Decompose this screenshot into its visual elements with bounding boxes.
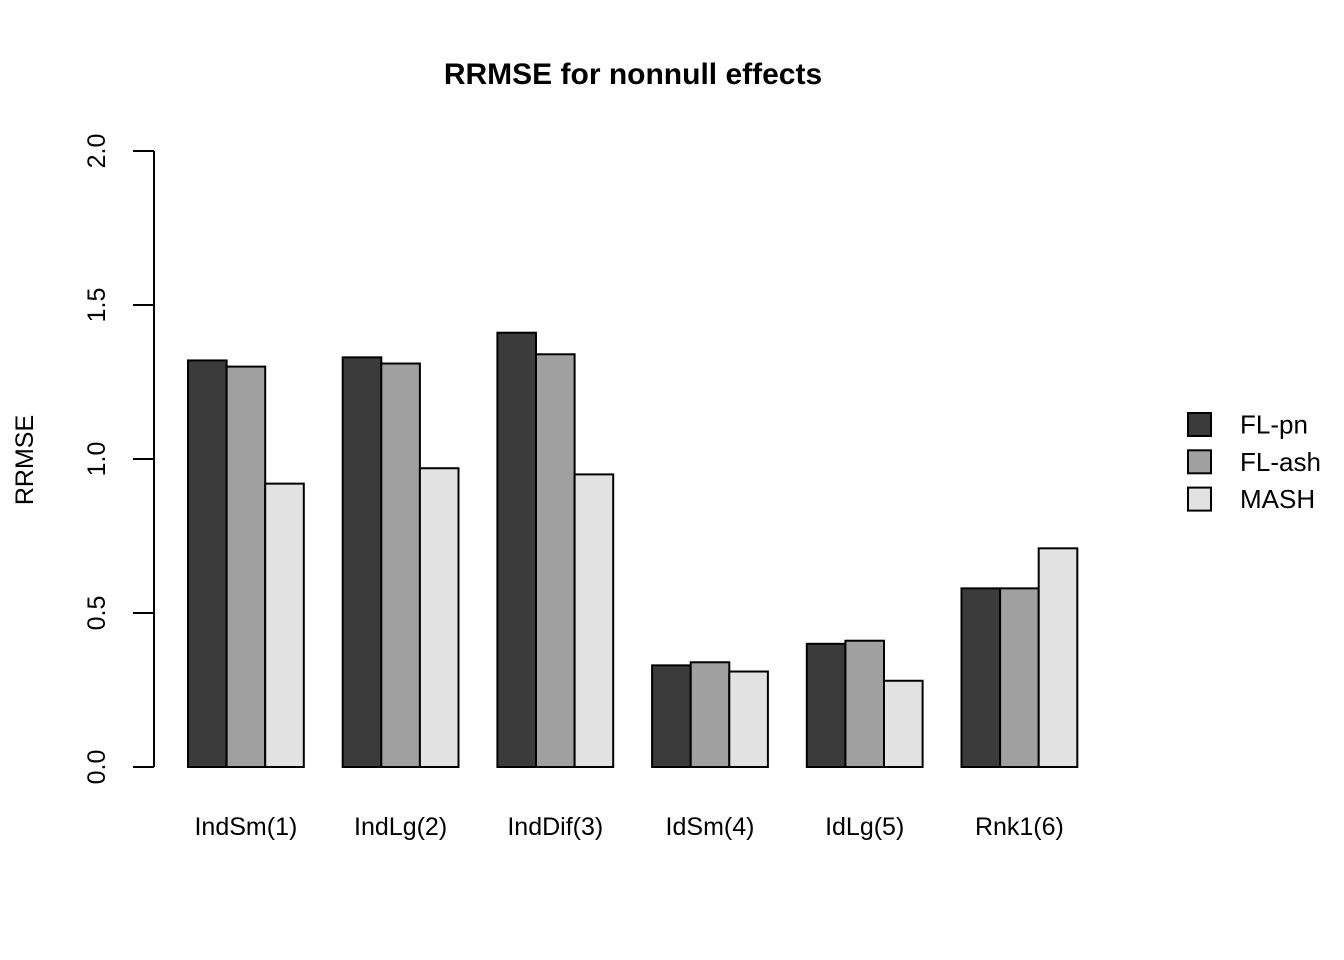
- bar-MASH-IdSm(4): [728, 670, 769, 769]
- bar-FL-pn-IndLg(2): [341, 356, 383, 768]
- x-axis-label-IndDif(3): IndDif(3): [507, 813, 603, 841]
- bar-MASH-IndDif(3): [573, 473, 615, 768]
- y-axis-tick-label: 0.0: [83, 750, 111, 785]
- legend-label-FL-pn: FL-pn: [1240, 410, 1308, 440]
- y-axis-tick-label: 1.5: [83, 288, 111, 323]
- bar-FL-pn-Rnk1(6): [960, 587, 1002, 768]
- bar-FL-ash-IndDif(3): [535, 353, 576, 768]
- x-axis-label-IndSm(1): IndSm(1): [194, 813, 297, 841]
- x-axis-label-IdSm(4): IdSm(4): [666, 813, 755, 841]
- bar-FL-pn-IndSm(1): [187, 359, 228, 768]
- bar-FL-ash-IdSm(4): [689, 661, 731, 769]
- bar-FL-ash-Rnk1(6): [999, 587, 1040, 768]
- legend-swatch-MASH: [1187, 486, 1212, 512]
- bar-MASH-IndSm(1): [264, 482, 305, 768]
- chart-title: RRMSE for nonnull effects: [443, 58, 823, 91]
- bar-FL-pn-IdSm(4): [651, 664, 692, 768]
- legend-label-MASH: MASH: [1240, 484, 1315, 514]
- bar-FL-ash-IndLg(2): [380, 362, 421, 768]
- y-axis-tick-label: 0.5: [83, 596, 111, 631]
- legend-label-FL-ash: FL-ash: [1240, 447, 1321, 477]
- y-axis-tick-label: 2.0: [83, 134, 111, 169]
- x-axis-label-Rnk1(6): Rnk1(6): [975, 813, 1064, 841]
- bar-FL-pn-IdLg(5): [805, 642, 847, 768]
- bar-MASH-Rnk1(6): [1037, 547, 1079, 768]
- bar-FL-ash-IndSm(1): [225, 365, 267, 768]
- legend-swatch-FL-pn: [1187, 412, 1212, 437]
- bar-FL-ash-IdLg(5): [844, 639, 886, 768]
- legend-swatch-FL-ash: [1187, 449, 1212, 475]
- x-axis-label-IdLg(5): IdLg(5): [825, 813, 904, 841]
- x-axis-label-IndLg(2): IndLg(2): [354, 813, 447, 841]
- bar-FL-pn-IndDif(3): [496, 331, 537, 768]
- bar-MASH-IdLg(5): [883, 679, 924, 769]
- bar-MASH-IndLg(2): [418, 467, 460, 768]
- y-axis-tick-label: 1.0: [83, 442, 111, 477]
